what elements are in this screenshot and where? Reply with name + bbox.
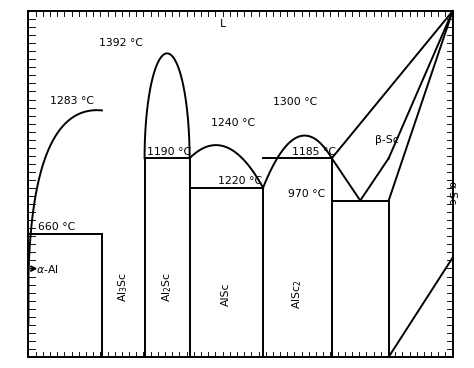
Text: Al$_2$Sc: Al$_2$Sc <box>160 272 174 302</box>
Text: AlSc: AlSc <box>221 283 231 306</box>
Text: 1240 °C: 1240 °C <box>211 118 255 128</box>
Text: 1190 °C: 1190 °C <box>147 146 191 157</box>
Text: L: L <box>220 19 226 29</box>
Text: 1185 °C: 1185 °C <box>292 146 336 157</box>
Text: β-Sc: β-Sc <box>375 135 399 145</box>
Text: $\alpha$-Al: $\alpha$-Al <box>36 263 58 275</box>
Text: 660 °C: 660 °C <box>38 222 75 232</box>
Text: 1220 °C: 1220 °C <box>218 176 262 186</box>
Text: Al$_3$Sc: Al$_3$Sc <box>116 272 130 302</box>
Text: 970 °C: 970 °C <box>288 188 326 199</box>
Text: AlSc$_2$: AlSc$_2$ <box>290 280 304 309</box>
Text: α-Sc: α-Sc <box>447 181 457 205</box>
Text: 1283 °C: 1283 °C <box>50 96 94 106</box>
Text: 1300 °C: 1300 °C <box>273 97 317 107</box>
Text: 1392 °C: 1392 °C <box>99 38 143 49</box>
